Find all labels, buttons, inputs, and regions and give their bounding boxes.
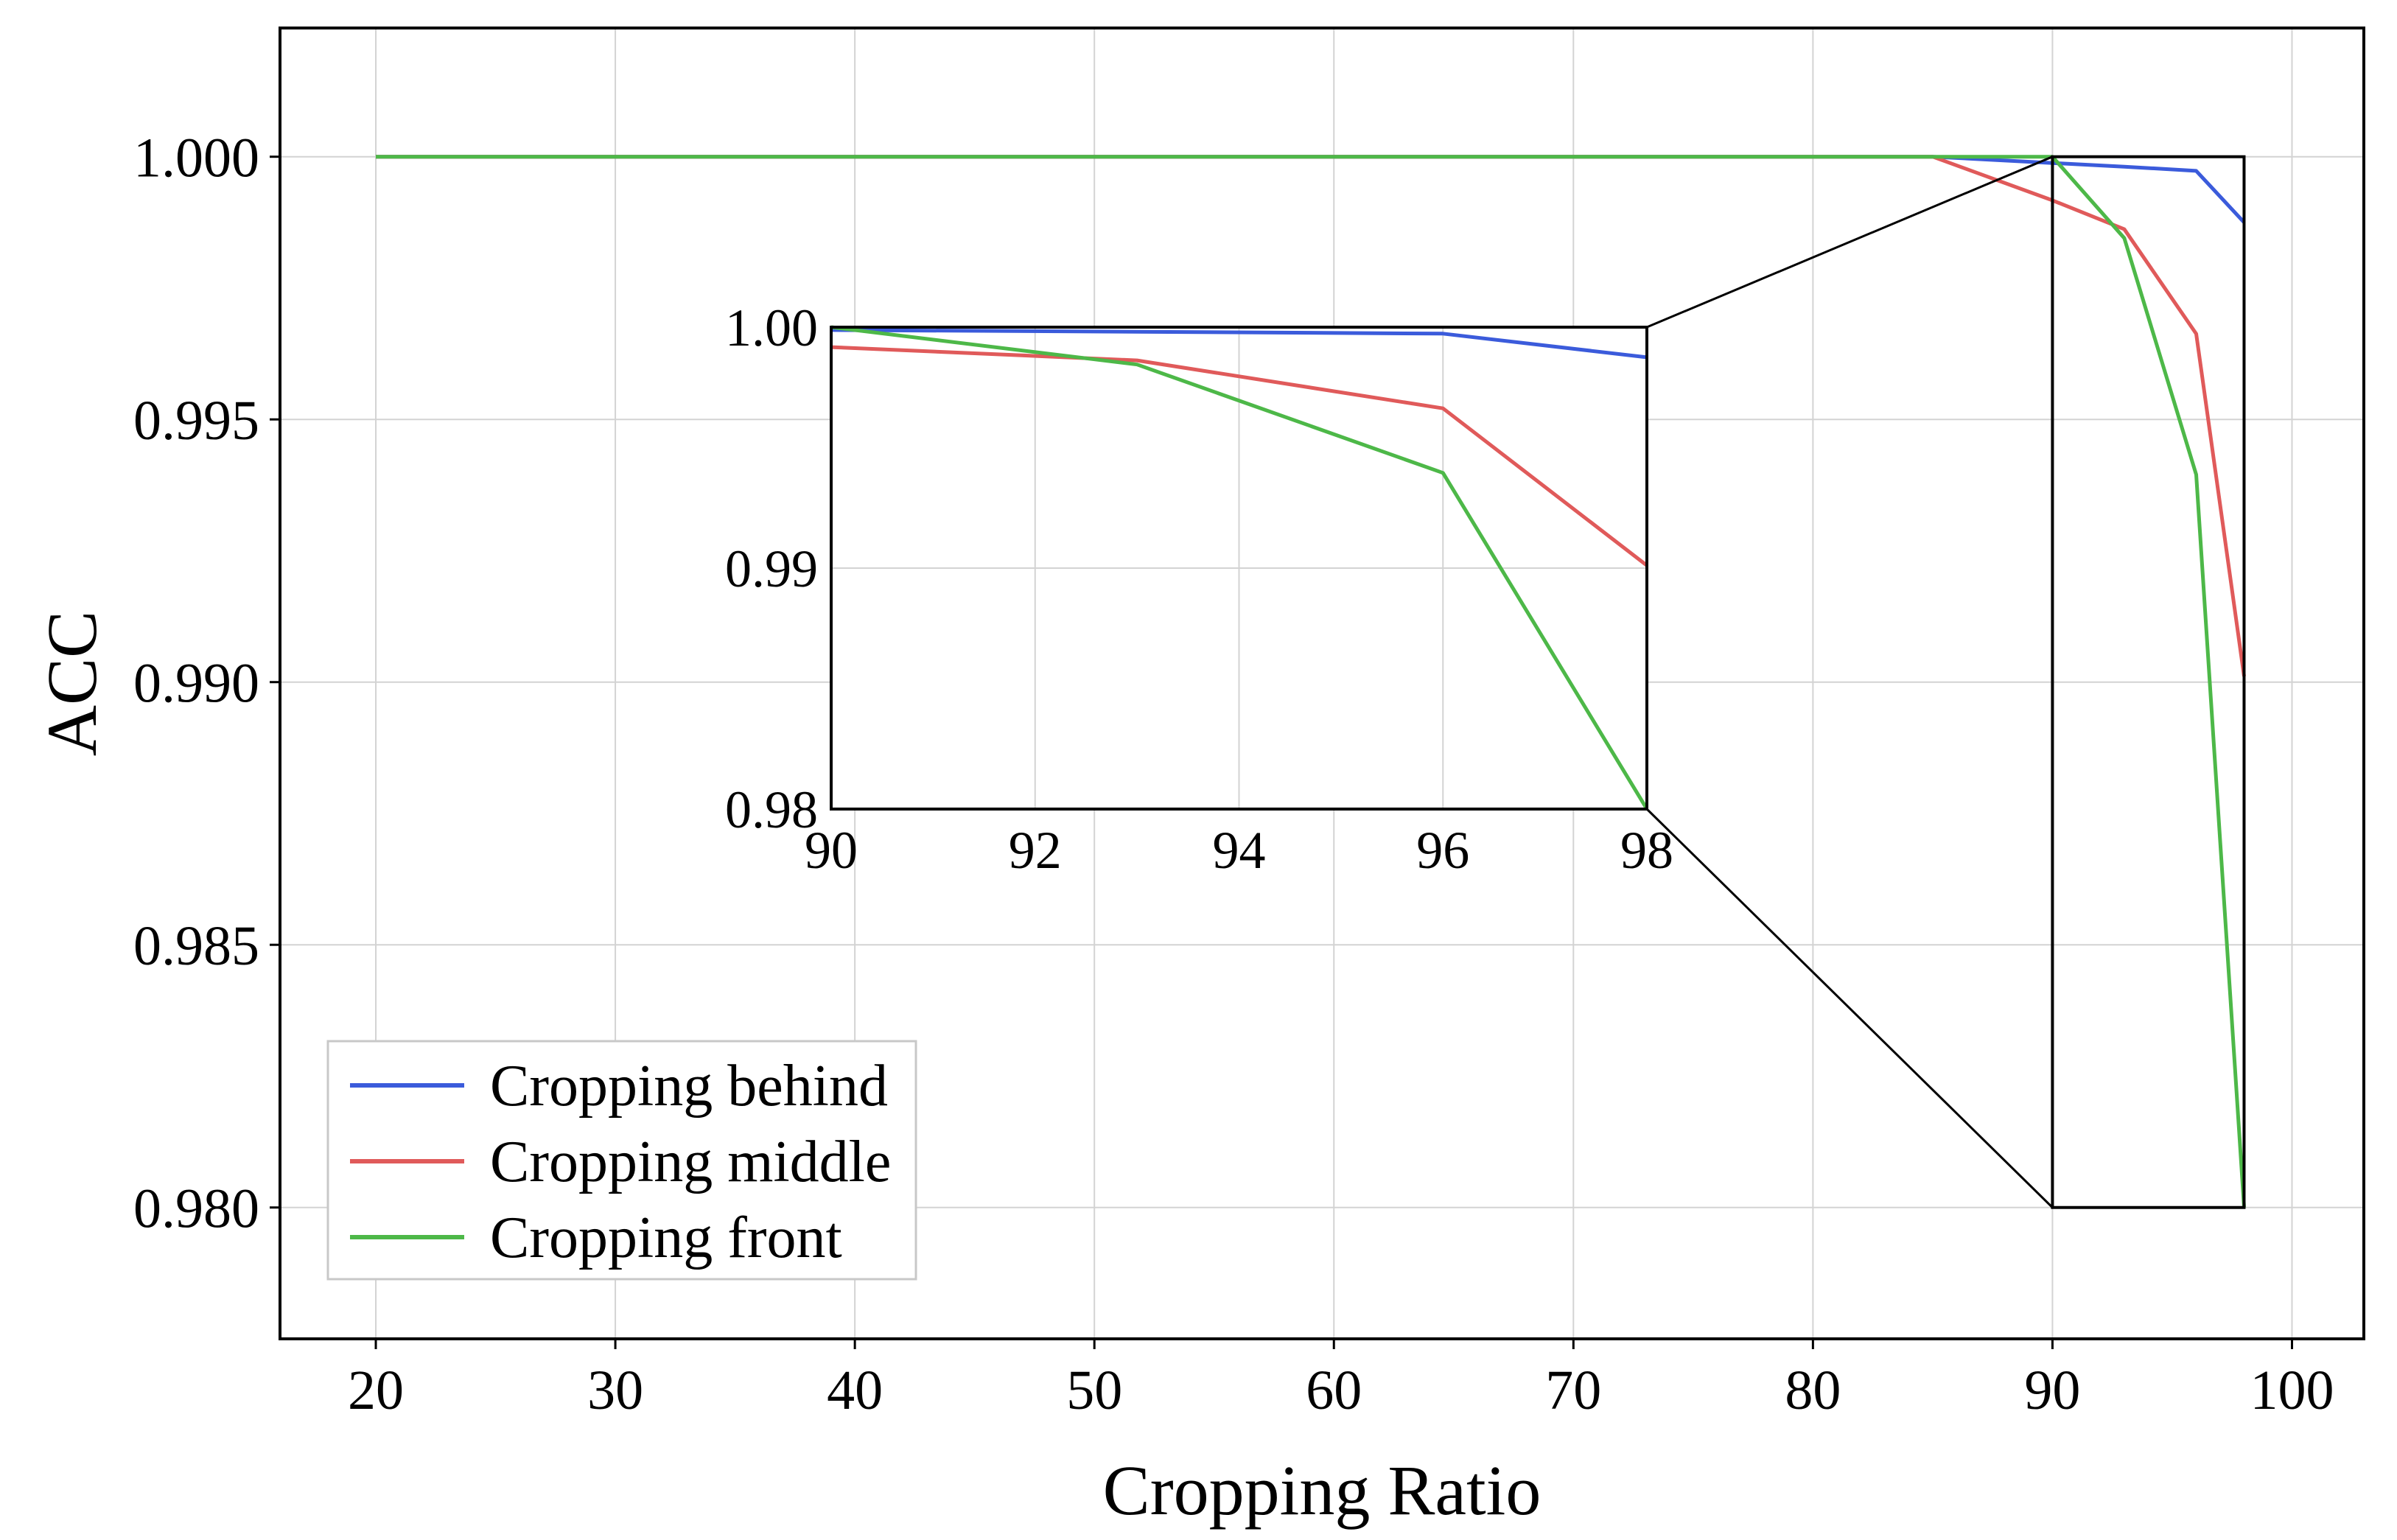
x-tick-label: 20: [348, 1359, 404, 1421]
x-tick-label: 30: [587, 1359, 643, 1421]
legend-label: Cropping behind: [490, 1054, 888, 1119]
x-tick-label: 100: [2250, 1359, 2334, 1421]
main-series: [376, 155, 2246, 1208]
x-tick-label: 90: [2024, 1359, 2080, 1421]
inset-y-tick-label: 0.98: [725, 780, 818, 839]
inset-series: [831, 325, 1647, 811]
inset-x-tick-label: 98: [1620, 821, 1673, 880]
x-tick-label: 70: [1545, 1359, 1601, 1421]
legend-label: Cropping middle: [490, 1130, 891, 1194]
x-tick-label: 40: [827, 1359, 883, 1421]
y-tick-label: 0.995: [133, 390, 259, 452]
y-tick-label: 0.980: [133, 1178, 259, 1240]
x-tick-label: 50: [1066, 1359, 1122, 1421]
x-tick-label: 80: [1785, 1359, 1841, 1421]
legend: Cropping behind Cropping middle Cropping f…: [326, 1040, 917, 1281]
zoom-region-box: [2051, 155, 2246, 1209]
inset-y-tick-label: 1.00: [725, 298, 818, 357]
legend-label: Cropping front: [490, 1205, 842, 1270]
inset-series-line-cropping-behind: [831, 328, 1647, 360]
y-axis-title: ACC: [32, 611, 111, 756]
inset-x-tick-label: 92: [1009, 821, 1062, 880]
inset-y-tick-label: 0.99: [725, 539, 818, 598]
inset-frame: [830, 326, 1648, 811]
x-axis-title: Cropping Ratio: [1103, 1451, 1542, 1530]
plot-frame: [279, 27, 2365, 1340]
series-line-cropping-front: [376, 155, 2246, 1208]
inset-series-line-cropping-middle: [831, 345, 1647, 567]
inset-series-line-cropping-front: [831, 325, 1647, 811]
y-tick-label: 0.985: [133, 915, 259, 977]
x-tick-label: 60: [1306, 1359, 1362, 1421]
inset-x-tick-label: 90: [805, 821, 858, 880]
zoom-connector-top: [1646, 155, 2054, 329]
inset-x-tick-label: 94: [1213, 821, 1266, 880]
zoom-connector-bottom: [1645, 808, 2054, 1208]
y-tick-label: 1.000: [133, 127, 259, 189]
inset-x-tick-label: 96: [1416, 821, 1469, 880]
y-tick-label: 0.990: [133, 653, 259, 715]
